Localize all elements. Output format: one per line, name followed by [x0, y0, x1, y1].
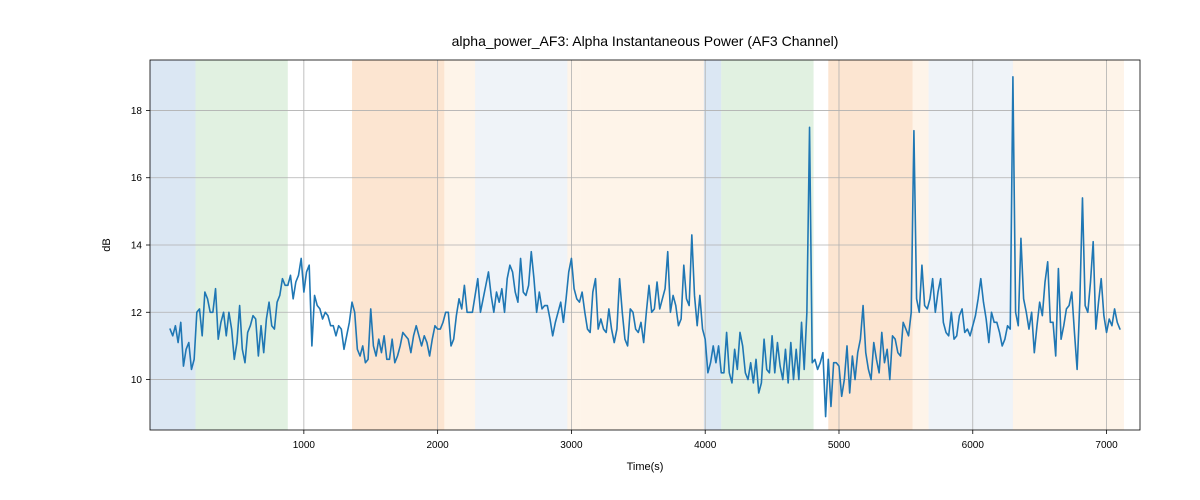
xtick-label: 7000: [1095, 440, 1118, 451]
alpha-power-chart: 1000 2000 3000 4000 5000 6000 7000 10 12 14 16 18 Ti…: [0, 0, 1200, 500]
xtick-label: 5000: [828, 440, 851, 451]
xtick-label: 2000: [427, 440, 450, 451]
chart-title: alpha_power_AF3: Alpha Instantaneous Pow…: [452, 33, 839, 49]
xtick-label: 4000: [694, 440, 717, 451]
xtick-label: 3000: [560, 440, 583, 451]
ytick-label: 16: [131, 173, 143, 184]
ytick-label: 14: [131, 241, 143, 252]
x-axis-label: Time(s): [627, 461, 664, 473]
xtick-label: 1000: [293, 440, 316, 451]
ytick-label: 10: [131, 375, 143, 386]
y-axis-label: dB: [101, 238, 113, 251]
ytick-label: 18: [131, 106, 143, 117]
chart-container: 1000 2000 3000 4000 5000 6000 7000 10 12 14 16 18 Ti…: [0, 0, 1200, 500]
xtick-label: 6000: [962, 440, 985, 451]
ytick-label: 12: [131, 308, 143, 319]
